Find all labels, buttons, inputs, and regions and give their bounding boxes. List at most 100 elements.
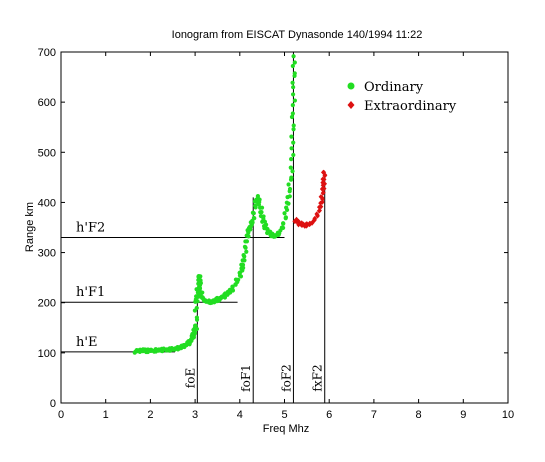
- x-tick-label: 2: [147, 409, 153, 421]
- data-point: [259, 209, 264, 215]
- data-point: [321, 169, 327, 175]
- data-point: [282, 211, 287, 216]
- virtual-height-label: h'F2: [76, 221, 105, 236]
- data-point: [244, 249, 249, 254]
- data-point: [196, 282, 202, 287]
- data-point: [291, 140, 296, 145]
- critical-frequency-label: fxF2: [311, 364, 325, 391]
- data-point: [193, 323, 198, 328]
- data-point: [292, 98, 298, 103]
- y-tick-label: 0: [50, 398, 56, 410]
- data-point: [196, 274, 201, 279]
- data-point: [241, 252, 246, 258]
- y-tick-label: 400: [38, 197, 56, 209]
- data-point: [198, 290, 203, 295]
- data-point: [284, 205, 289, 210]
- data-point: [248, 224, 253, 229]
- chart-title: Ionogram from EISCAT Dynasonde 140/1994 …: [172, 29, 423, 41]
- y-axis: 0 100 200 300 400 500 600 700: [38, 47, 508, 410]
- data-point: [296, 222, 301, 228]
- data-point: [279, 225, 284, 230]
- data-point: [194, 305, 199, 311]
- legend-label-ordinary: Ordinary: [364, 80, 424, 95]
- data-point: [273, 234, 278, 239]
- x-tick-label: 5: [281, 409, 287, 421]
- data-point: [320, 190, 326, 196]
- data-point: [193, 297, 198, 302]
- data-point: [238, 274, 244, 279]
- legend-marker-ordinary: [347, 82, 355, 90]
- data-point: [250, 210, 256, 215]
- data-point: [244, 239, 250, 244]
- y-tick-label: 100: [38, 348, 56, 360]
- critical-frequency-label: foF2: [279, 364, 293, 392]
- series-ordinary: [132, 54, 298, 355]
- data-point: [287, 194, 292, 199]
- x-tick-label: 6: [326, 409, 332, 421]
- data-series: [132, 54, 328, 355]
- data-point: [316, 208, 322, 214]
- annotation-labels: h'E h'F1 h'F2 foE foF1 foF2 fxF2: [76, 221, 325, 392]
- data-point: [319, 186, 325, 192]
- x-tick-label: 0: [58, 409, 64, 421]
- data-point: [290, 80, 295, 85]
- y-tick-label: 700: [38, 47, 56, 59]
- virtual-height-label: h'E: [76, 335, 97, 350]
- data-point: [289, 175, 294, 180]
- data-point: [284, 200, 289, 205]
- data-point: [291, 127, 296, 132]
- data-point: [291, 152, 296, 158]
- legend: Ordinary Extraordinary: [347, 80, 457, 114]
- data-point: [286, 182, 291, 187]
- data-point: [240, 262, 246, 267]
- series-extraordinary: [292, 169, 328, 229]
- data-point: [292, 60, 297, 65]
- data-point: [289, 146, 294, 151]
- y-tick-label: 300: [38, 248, 56, 260]
- x-axis-label: Freq Mhz: [263, 423, 309, 435]
- x-tick-label: 3: [192, 409, 198, 421]
- data-point: [290, 169, 295, 174]
- data-point: [289, 114, 295, 120]
- data-point: [320, 176, 326, 182]
- data-point: [290, 103, 295, 108]
- virtual-height-label: h'F1: [76, 285, 105, 300]
- data-point: [291, 123, 296, 128]
- data-point: [252, 216, 257, 221]
- data-point: [312, 217, 317, 223]
- data-point: [289, 157, 294, 162]
- data-point: [227, 287, 232, 293]
- y-tick-label: 200: [38, 298, 56, 310]
- data-point: [197, 286, 203, 291]
- data-point: [240, 258, 245, 263]
- data-point: [241, 265, 246, 271]
- x-tick-label: 8: [416, 409, 422, 421]
- data-point: [281, 221, 286, 226]
- data-point: [287, 186, 293, 192]
- data-point: [290, 92, 296, 97]
- data-point: [255, 194, 260, 199]
- data-point: [242, 244, 248, 249]
- data-point: [164, 348, 169, 353]
- data-point: [194, 315, 199, 320]
- data-point: [288, 165, 293, 170]
- data-point: [289, 134, 294, 139]
- data-point: [304, 223, 309, 229]
- x-tick-label: 7: [371, 409, 377, 421]
- legend-marker-extraordinary: [347, 101, 355, 109]
- data-point: [314, 211, 320, 217]
- data-point: [316, 204, 322, 210]
- data-point: [236, 277, 241, 282]
- data-point: [291, 54, 296, 59]
- data-point: [321, 185, 327, 192]
- critical-frequency-label: foE: [183, 368, 197, 388]
- y-tick-label: 500: [38, 147, 56, 159]
- data-point: [290, 63, 295, 69]
- x-axis: 0 1 2 3 4 5 6 7 8 9 10: [58, 52, 514, 421]
- x-tick-label: 10: [502, 409, 514, 421]
- x-tick-label: 1: [103, 409, 109, 421]
- x-tick-label: 4: [237, 409, 243, 421]
- x-tick-label: 9: [460, 409, 466, 421]
- data-point: [290, 111, 295, 116]
